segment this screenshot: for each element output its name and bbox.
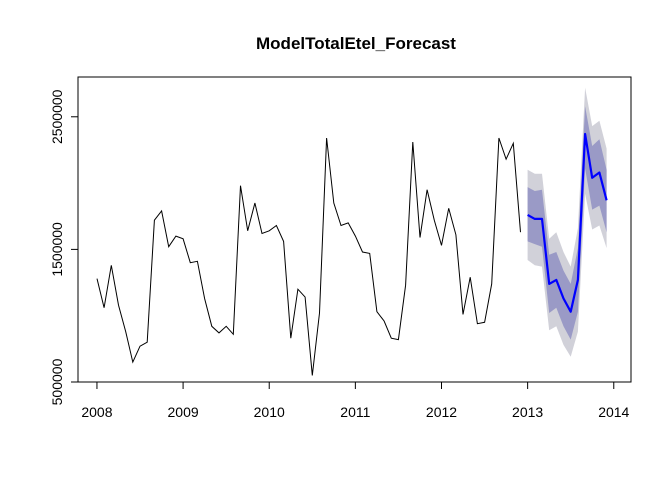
x-tick-label: 2009 (168, 404, 199, 420)
chart-title: ModelTotalEtel_Forecast (256, 34, 456, 53)
x-tick-label: 2010 (254, 404, 285, 420)
y-axis: 500000 1500000 2500000 (49, 89, 79, 405)
forecast-line (527, 132, 608, 313)
x-tick-label: 2008 (81, 404, 112, 420)
band-80 (527, 106, 607, 340)
x-tick-label: 2012 (426, 404, 457, 420)
x-tick-label: 2011 (340, 404, 370, 420)
history-line (96, 137, 521, 376)
y-tick-label: 2500000 (49, 89, 65, 144)
forecast-bands (527, 87, 607, 357)
x-axis: 2008 2009 2010 2011 2012 2013 2014 (81, 381, 630, 420)
x-tick-label: 2013 (512, 404, 543, 420)
y-tick-label: 1500000 (49, 222, 65, 277)
series-lines (96, 132, 608, 376)
x-tick-label: 2014 (598, 404, 629, 420)
y-tick-label: 500000 (49, 358, 65, 405)
